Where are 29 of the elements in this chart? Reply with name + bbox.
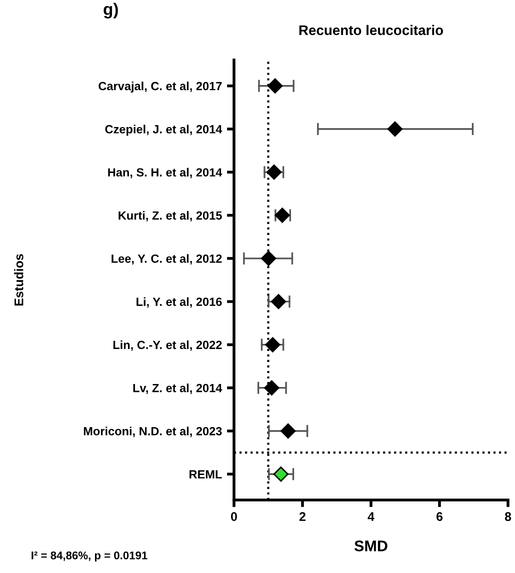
y-tick-label: Lee, Y. C. et al, 2012 [112,254,222,265]
point [261,250,276,266]
text: I² = 84,86%, p = 0.0191 [32,551,148,562]
point [273,466,288,482]
x-tick-label: 2 [299,512,306,521]
x-tick-label: 8 [504,512,512,521]
x-tick-label: 4 [368,512,374,521]
text: g) [104,2,118,18]
y-tick-label: Moriconi, N.D. et al, 2023 [84,426,222,438]
point [265,337,280,352]
y-tick-label: Carvajal, C. et al, 2017 [98,82,222,93]
point [264,380,280,396]
y-tick-label: Lin, C.-Y. et al, 2022 [113,340,222,351]
y-tick-label: Czepiel, J. et al, 2014 [105,124,222,136]
point [266,164,282,180]
point [280,423,296,439]
y-tick-label: Lv, Z. et al, 2014 [133,384,222,394]
chart-title: Recuento leucocitario [299,24,444,36]
y-axis-title: Estudios [14,254,24,306]
point [270,294,286,310]
y-tick-label: Han, S. H. et al, 2014 [108,168,222,178]
y-tick-label: REML [190,470,222,478]
y-tick-label: Kurti, Z. et al, 2015 [118,211,222,222]
x-axis-title: SMD [354,540,388,552]
x-tick-label: 6 [436,512,443,521]
x-tick-label: 0 [231,512,237,521]
point [387,121,403,137]
point [268,78,283,94]
y-tick-label: Li, Y. et al, 2016 [136,297,222,308]
